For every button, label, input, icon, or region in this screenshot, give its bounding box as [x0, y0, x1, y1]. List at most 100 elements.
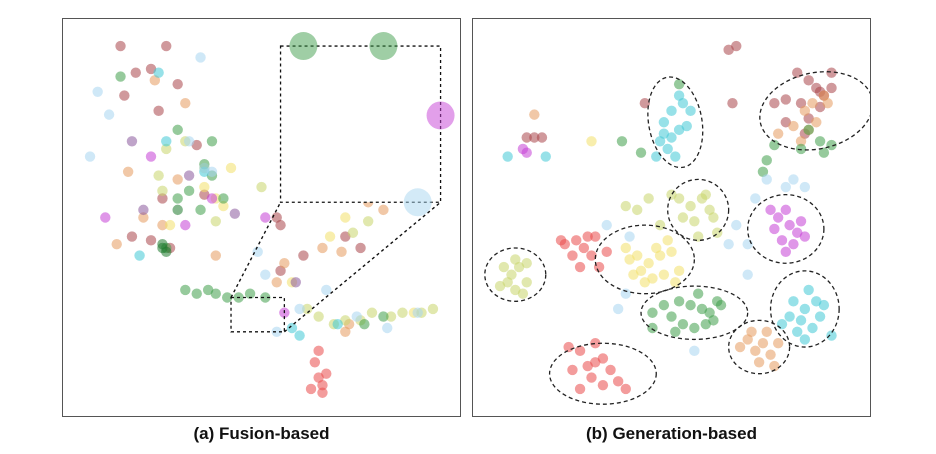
point-yellow-4-12 — [624, 254, 635, 265]
point-cyan-7-10 — [799, 334, 811, 345]
point-olive-3-13 — [666, 189, 677, 200]
point-orange-2-3 — [811, 117, 822, 128]
point-olive-3-6 — [708, 212, 719, 223]
point-orange-2-19 — [769, 360, 780, 372]
point-brown-1-18 — [529, 132, 540, 143]
point-green-5-6 — [172, 193, 183, 204]
point-green-5-11 — [191, 288, 202, 299]
point-lightblue-9-6 — [761, 174, 772, 185]
point-magenta-9-0 — [145, 151, 157, 162]
point-olive-3-22 — [521, 258, 532, 269]
point-lightblue-8-4 — [183, 136, 195, 147]
point-yellow-4-15 — [586, 136, 597, 147]
point-magenta-9-4 — [260, 212, 271, 223]
point-red-0-0 — [309, 357, 321, 368]
point-magenta-6-12 — [780, 204, 791, 216]
point-red-8-5 — [586, 250, 597, 261]
point-red-8-1 — [571, 235, 582, 246]
point-lightblue-8-10 — [321, 284, 332, 296]
point-orange-2-13 — [340, 326, 351, 337]
point-green-5-11 — [670, 326, 681, 337]
point-green-5-0 — [673, 296, 685, 307]
point-purple-10-1 — [138, 204, 149, 216]
point-lightblue-8-11 — [351, 311, 362, 322]
point-olive-4-8 — [313, 311, 324, 322]
point-red-8-10 — [582, 231, 593, 242]
point-green-5-25 — [826, 139, 837, 151]
point-green-5-14 — [222, 292, 233, 303]
inset-point-green-1 — [369, 32, 398, 61]
point-olive-3-14 — [620, 200, 631, 212]
point-brown-1-6 — [172, 78, 183, 90]
point-brown-1-17 — [731, 40, 742, 52]
point-orange-2-9 — [818, 90, 830, 101]
point-orange-2-14 — [753, 357, 765, 368]
point-red-0-6 — [317, 387, 328, 398]
point-cyan-0-11 — [685, 105, 696, 117]
point-olive-4-16 — [427, 303, 439, 315]
point-red-8-2 — [578, 242, 590, 254]
point-red-8-18 — [612, 376, 624, 387]
point-lightblue-9-10 — [689, 345, 700, 357]
point-cyan-7-3 — [795, 315, 807, 326]
point-olive-3-24 — [510, 254, 521, 265]
point-magenta-6-7 — [795, 216, 807, 227]
point-red-8-23 — [590, 357, 601, 368]
point-yellow-3-4 — [218, 200, 229, 212]
point-cyan-7-4 — [807, 322, 818, 334]
point-yellow-4-9 — [628, 269, 639, 280]
point-red-8-6 — [601, 246, 612, 257]
point-orange-2-6 — [172, 174, 183, 185]
point-lightblue-9-3 — [731, 219, 742, 231]
point-yellow-3-0 — [225, 162, 237, 174]
cluster-ellipse-6 — [640, 285, 749, 341]
point-lightblue-8-13 — [412, 307, 423, 318]
point-yellow-3-7 — [340, 212, 351, 223]
scatter-svg-fusion — [84, 32, 455, 398]
point-green-5-23 — [814, 136, 826, 147]
point-red-8-17 — [586, 372, 597, 383]
point-cyan-7-5 — [294, 330, 305, 341]
point-purple-10-2 — [229, 208, 241, 219]
cluster-ellipse-5 — [594, 224, 696, 295]
point-darkgreen-6-2 — [161, 246, 172, 257]
point-cyan-7-9 — [818, 299, 830, 311]
point-cyan-0-13 — [540, 151, 551, 162]
point-lightblue-9-4 — [742, 238, 753, 250]
scatter-plot-generation — [472, 18, 871, 417]
point-magenta-6-1 — [784, 219, 795, 231]
point-lightblue-9-1 — [601, 219, 612, 231]
point-red-8-4 — [567, 250, 578, 261]
point-orange-2-8 — [271, 277, 282, 288]
point-orange-2-4 — [138, 212, 149, 223]
point-brown-1-8 — [126, 231, 138, 242]
cluster-ellipse-8 — [728, 319, 791, 375]
point-orange-2-5 — [795, 136, 807, 147]
point-olive-4-3 — [153, 170, 164, 181]
point-brown-1-0 — [792, 67, 803, 78]
point-cyan-0-1 — [666, 105, 677, 117]
point-cyan-7-4 — [286, 322, 298, 334]
point-olive-4-17 — [362, 216, 374, 227]
point-green-5-15 — [647, 322, 658, 334]
point-brown-1-7 — [780, 94, 791, 105]
point-lightblue-8-12 — [382, 322, 393, 334]
point-olive-4-6 — [256, 181, 267, 193]
point-red-8-19 — [597, 379, 609, 391]
point-orange-2-9 — [279, 258, 290, 269]
point-brown-1-10 — [826, 67, 837, 78]
point-magenta-6-6 — [780, 246, 791, 257]
point-orange-2-8 — [529, 109, 540, 120]
point-olive-4-12 — [366, 307, 378, 318]
point-cyan-0-12 — [502, 151, 513, 162]
point-green-5-19 — [378, 311, 389, 322]
point-red-8-13 — [590, 338, 601, 349]
point-yellow-4-10 — [639, 277, 651, 288]
point-red-0-4 — [321, 368, 332, 379]
point-green-5-22 — [803, 124, 814, 136]
point-brown-1-14 — [298, 250, 309, 261]
point-green-5-17 — [635, 147, 647, 158]
point-lightblue-8-0 — [92, 86, 103, 97]
point-orange-2-2 — [122, 166, 134, 177]
point-orange-2-17 — [734, 341, 746, 353]
